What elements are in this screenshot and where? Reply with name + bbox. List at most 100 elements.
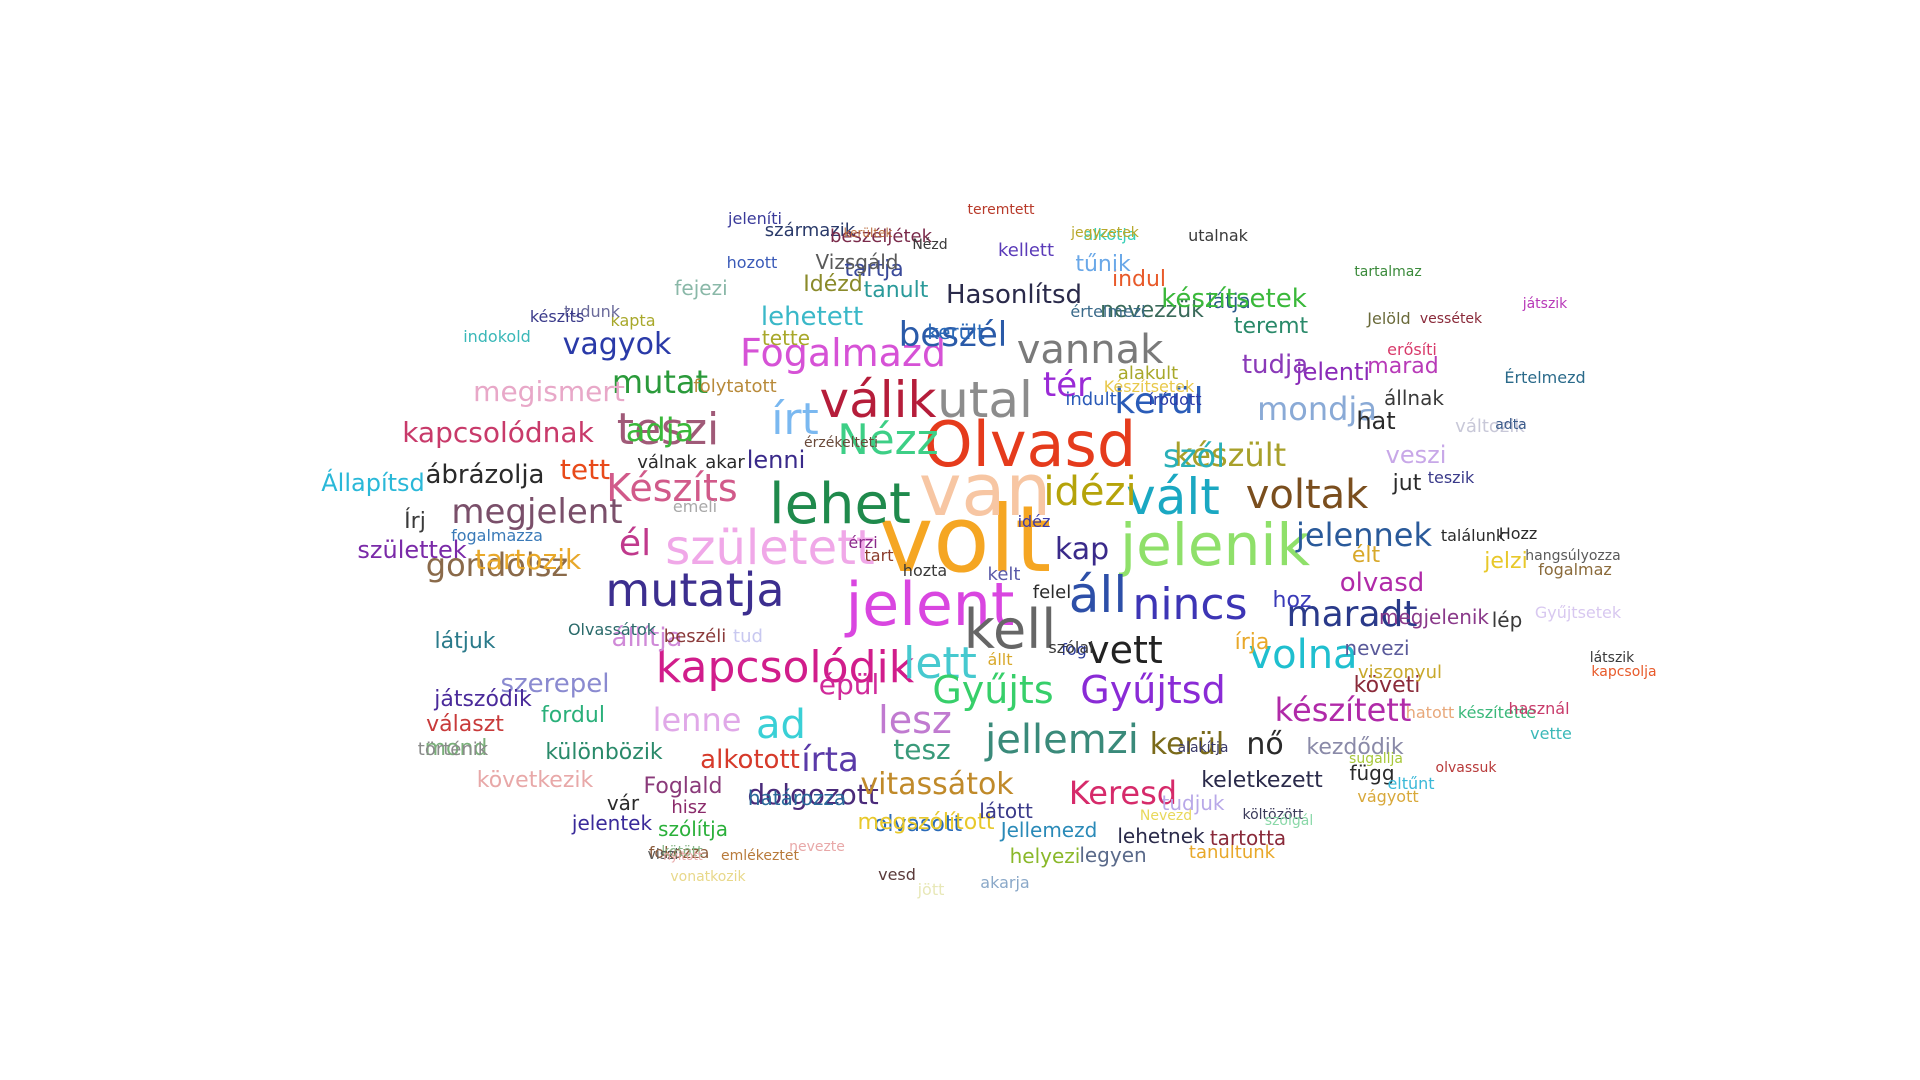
- word-cloud-word: megjelent: [451, 492, 623, 532]
- word-cloud-word: értelmezi: [1070, 302, 1146, 321]
- word-cloud-word: lehetett: [760, 302, 864, 332]
- word-cloud-word: Értelmezd: [1504, 368, 1586, 387]
- word-cloud-word: érzi: [848, 533, 878, 552]
- word-cloud-word: készítsetek: [1161, 284, 1307, 314]
- word-cloud-word: keletkezett: [1201, 768, 1323, 793]
- word-cloud-word: követi: [1353, 673, 1421, 698]
- word-cloud-word: teremt: [1233, 314, 1309, 339]
- word-cloud-word: fordul: [541, 703, 605, 728]
- word-cloud-word: emlékeztet: [721, 848, 799, 864]
- word-cloud-word: volna: [1248, 632, 1358, 678]
- word-cloud-word: használ: [1508, 699, 1570, 718]
- word-cloud-word: tudja: [1241, 350, 1309, 380]
- word-cloud-word: állt: [987, 650, 1013, 669]
- word-cloud-word: beszél: [898, 315, 1008, 355]
- word-cloud-word: látszik: [1589, 650, 1635, 666]
- word-cloud-word: kötött: [661, 844, 703, 860]
- word-cloud-word: hoz: [1272, 588, 1312, 613]
- word-cloud-word: kapta: [610, 311, 656, 330]
- word-cloud-word: hatott: [1405, 703, 1455, 722]
- word-cloud-word: hozott: [726, 253, 778, 272]
- word-cloud-word: kapcsolja: [1591, 664, 1657, 680]
- word-cloud-word: lesz: [878, 698, 952, 742]
- word-cloud-word: emeli: [672, 497, 718, 516]
- word-cloud-word: jött: [917, 880, 945, 899]
- word-cloud-word: indult: [1065, 389, 1117, 410]
- word-cloud-word: íródott: [1148, 390, 1202, 409]
- word-cloud-word: nevezi: [1344, 636, 1410, 660]
- word-cloud-word: mond: [424, 736, 488, 761]
- word-cloud-word: Állapítsd: [321, 469, 425, 497]
- word-cloud-word: mutatja: [605, 563, 785, 617]
- word-cloud-word: Idézd: [803, 272, 863, 297]
- word-cloud-word: tud: [733, 626, 763, 647]
- word-cloud-word: tér: [1042, 365, 1092, 405]
- word-cloud-word: költözött: [1242, 807, 1304, 823]
- word-cloud-word: sugallja: [1349, 751, 1403, 767]
- word-cloud-word: jelentek: [571, 811, 653, 835]
- word-cloud-word: állítja: [611, 623, 683, 653]
- word-cloud-word: olvasott: [873, 812, 963, 837]
- word-cloud-word: élt: [1351, 543, 1381, 568]
- word-cloud-word: alkotott: [700, 745, 800, 775]
- word-cloud-word: készíts: [529, 307, 585, 326]
- word-cloud-word: kerül: [1114, 381, 1204, 422]
- word-cloud-word: írta: [801, 740, 859, 780]
- word-cloud-word: megjelenik: [1378, 605, 1490, 629]
- word-cloud-word: Gyűjts: [932, 668, 1054, 712]
- word-cloud-word: jelenik: [1119, 511, 1311, 579]
- word-cloud-word: idézi: [1043, 469, 1137, 515]
- word-cloud-word: lenne: [652, 701, 742, 739]
- word-cloud-word: nő: [1246, 727, 1284, 762]
- word-cloud-word: készített: [1274, 691, 1412, 729]
- word-cloud-word: tanultunk: [1188, 842, 1276, 863]
- word-cloud-word: játszódik: [434, 687, 532, 712]
- word-cloud-word: Nézz: [837, 415, 939, 464]
- word-cloud-word: vannak: [1016, 327, 1164, 373]
- word-cloud-word: fogalmazza: [451, 526, 543, 545]
- word-cloud-word: válik: [819, 371, 937, 429]
- word-cloud-word: akar: [705, 452, 745, 473]
- word-cloud-word: tanult: [863, 278, 929, 303]
- word-cloud-word: olvassuk: [1435, 760, 1497, 776]
- word-cloud-word: ad: [756, 702, 806, 748]
- word-cloud-word: Nézd: [912, 237, 948, 253]
- word-cloud-word: Készítsetek: [1103, 377, 1195, 396]
- word-cloud-word: hat: [1356, 407, 1396, 435]
- word-cloud-word: indul: [1111, 267, 1167, 292]
- word-cloud-word: lenni: [746, 446, 806, 474]
- word-cloud-word: nyitott: [663, 849, 703, 863]
- word-cloud-word: tartja: [844, 257, 904, 282]
- word-cloud-word: van: [918, 448, 1052, 532]
- word-cloud-word: teremtett: [967, 202, 1035, 218]
- word-cloud-word: adta: [1495, 417, 1527, 433]
- word-cloud-word: Fogalmazd: [739, 331, 947, 375]
- word-cloud-word: vette: [1530, 724, 1572, 743]
- word-cloud-word: fog: [1061, 640, 1087, 659]
- word-cloud-word: marad: [1367, 354, 1439, 379]
- word-cloud-word: olvasd: [1339, 568, 1425, 598]
- word-cloud-word: vár: [606, 791, 640, 815]
- word-cloud-word: vesd: [878, 865, 916, 884]
- word-cloud-word: lép: [1491, 608, 1523, 632]
- word-cloud-word: látjuk: [434, 629, 496, 654]
- word-cloud-word: tett: [559, 453, 611, 486]
- word-cloud-word: határozza: [747, 786, 847, 810]
- word-cloud-word: tartotta: [1209, 826, 1287, 850]
- word-cloud-word: tette: [761, 326, 811, 350]
- word-cloud-word: maradt: [1286, 594, 1418, 635]
- word-cloud-word: teszik: [1427, 468, 1475, 487]
- word-cloud-word: beszéljétek: [829, 226, 933, 247]
- word-cloud-word: Vizsgáld: [815, 250, 899, 274]
- word-cloud-word: voltak: [1245, 472, 1369, 518]
- word-cloud-word: kapcsolódnak: [402, 416, 594, 449]
- word-cloud-word: Foglald: [643, 774, 723, 799]
- word-cloud-word: származik: [764, 220, 856, 241]
- word-cloud-word: volt: [878, 486, 1052, 593]
- word-cloud-word: utalnak: [1188, 226, 1248, 245]
- word-cloud-word: alkotja: [1083, 225, 1137, 244]
- word-cloud-word: nincs: [1132, 579, 1248, 630]
- word-cloud-word: tűnik: [1075, 252, 1131, 277]
- word-cloud-word: változik: [1455, 416, 1525, 437]
- word-cloud-word: nevezte: [789, 839, 845, 855]
